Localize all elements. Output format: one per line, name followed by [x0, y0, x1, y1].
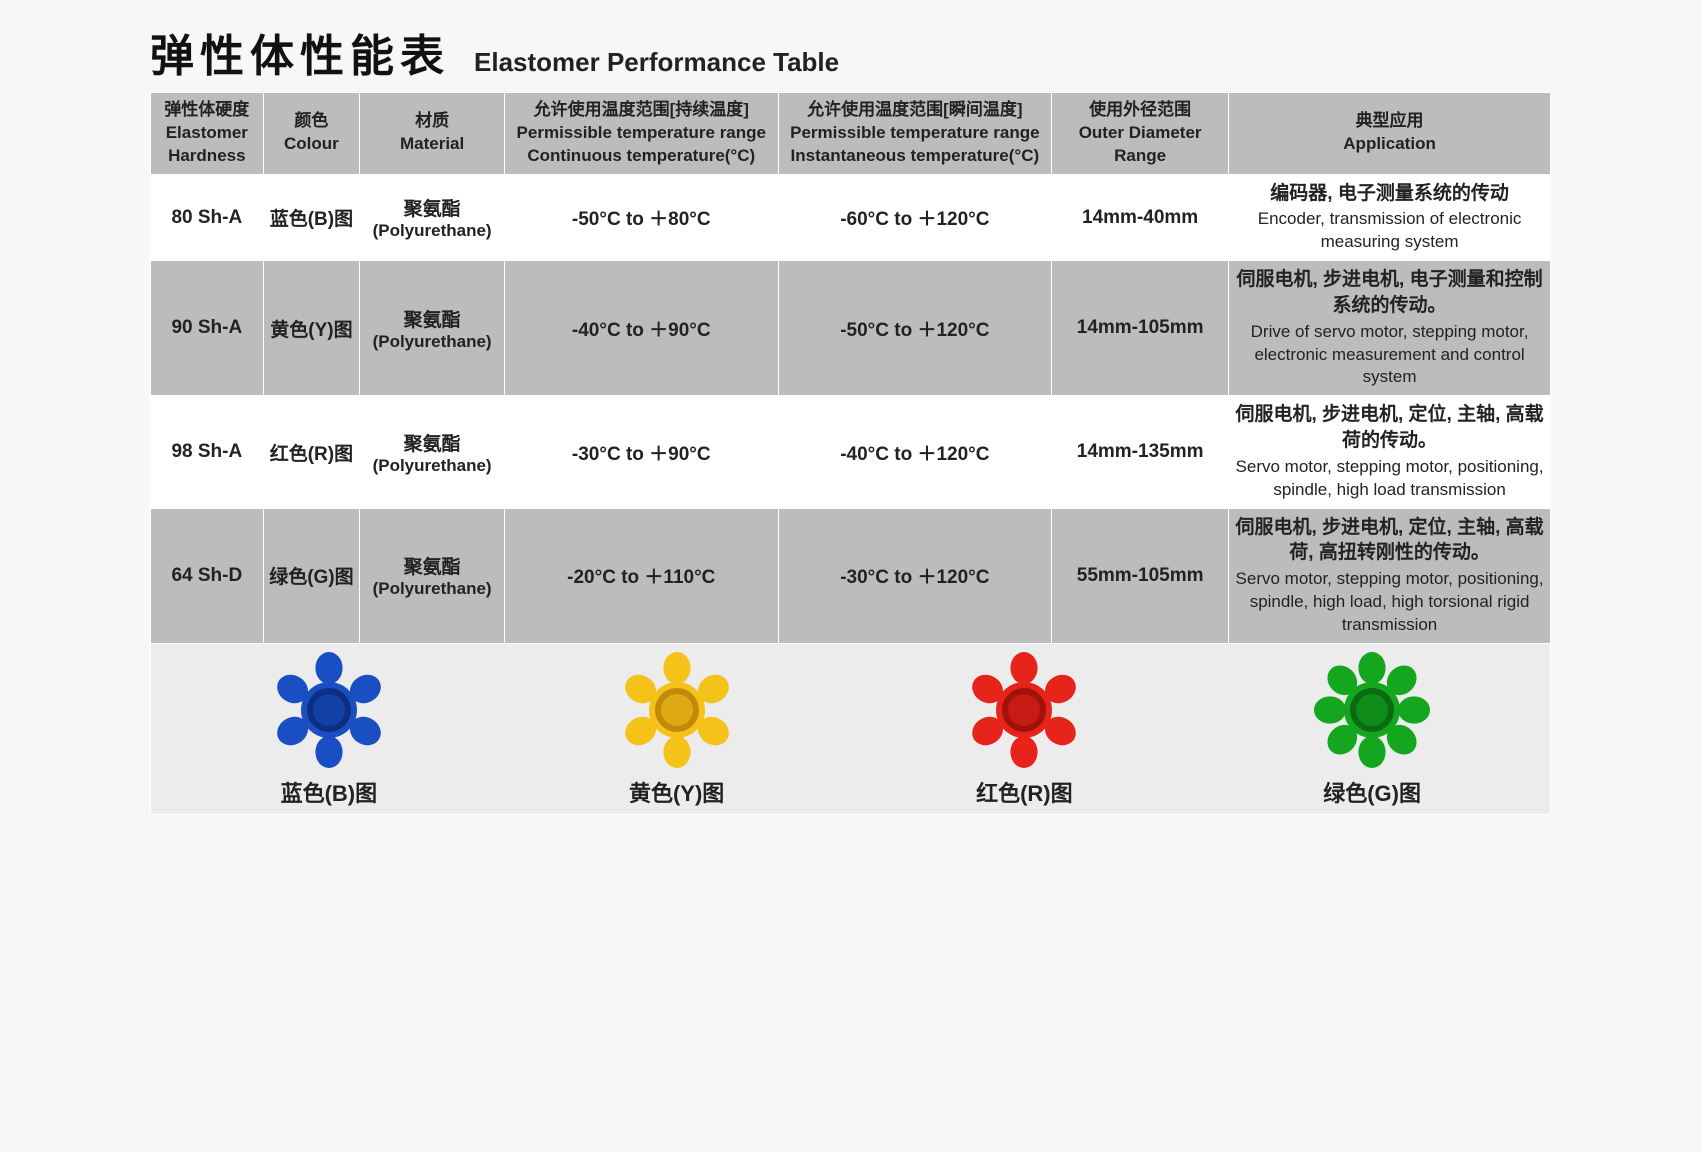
table-row: 80 Sh-A蓝色(B)图聚氨酯(Polyurethane)-50°C to ＋… [151, 174, 1551, 261]
legend-row: 蓝色(B)图 黄色(Y)图 红色(R)图 绿色(G)图 [151, 643, 1551, 814]
legend-item: 绿色(G)图 [1312, 650, 1432, 808]
legend-label: 黄色(Y)图 [629, 776, 724, 808]
col-colour: 颜色Colour [263, 93, 360, 175]
cell-hardness: 80 Sh-A [151, 174, 264, 261]
cell-colour: 黄色(Y)图 [263, 261, 360, 396]
col-application: 典型应用Application [1229, 93, 1551, 175]
title-cn: 弹性体性能表 [150, 20, 450, 84]
table-row: 98 Sh-A红色(R)图聚氨酯(Polyurethane)-30°C to ＋… [151, 396, 1551, 508]
col-temp-inst: 允许使用温度范围[瞬间温度]Permissible temperature ra… [778, 93, 1052, 175]
cell-material: 聚氨酯(Polyurethane) [360, 261, 505, 396]
cell-colour: 蓝色(B)图 [263, 174, 360, 261]
col-temp-cont: 允许使用温度范围[持续温度]Permissible temperature ra… [505, 93, 779, 175]
cell-temp-cont: -50°C to ＋80°C [505, 174, 779, 261]
performance-table: 弹性体硬度Elastomer Hardness 颜色Colour 材质Mater… [150, 92, 1551, 815]
spider-icon [964, 650, 1084, 770]
cell-application: 编码器, 电子测量系统的传动Encoder, transmission of e… [1229, 174, 1551, 261]
col-material: 材质Material [360, 93, 505, 175]
spider-icon [617, 650, 737, 770]
cell-temp-inst: -60°C to ＋120°C [778, 174, 1052, 261]
legend-item: 蓝色(B)图 [269, 650, 389, 808]
table-row: 90 Sh-A黄色(Y)图聚氨酯(Polyurethane)-40°C to ＋… [151, 261, 1551, 396]
title-en: Elastomer Performance Table [474, 47, 839, 78]
legend-label: 蓝色(B)图 [281, 776, 378, 808]
legend-item: 红色(R)图 [964, 650, 1084, 808]
legend-label: 绿色(G)图 [1323, 776, 1421, 808]
legend-label: 红色(R)图 [976, 776, 1073, 808]
cell-temp-inst: -50°C to ＋120°C [778, 261, 1052, 396]
table-row: 64 Sh-D绿色(G)图聚氨酯(Polyurethane)-20°C to ＋… [151, 508, 1551, 643]
cell-diameter: 14mm-40mm [1052, 174, 1229, 261]
cell-diameter: 14mm-135mm [1052, 396, 1229, 508]
cell-temp-cont: -20°C to ＋110°C [505, 508, 779, 643]
cell-material: 聚氨酯(Polyurethane) [360, 508, 505, 643]
cell-diameter: 14mm-105mm [1052, 261, 1229, 396]
cell-colour: 绿色(G)图 [263, 508, 360, 643]
cell-temp-cont: -40°C to ＋90°C [505, 261, 779, 396]
cell-temp-cont: -30°C to ＋90°C [505, 396, 779, 508]
cell-hardness: 98 Sh-A [151, 396, 264, 508]
table-body: 80 Sh-A蓝色(B)图聚氨酯(Polyurethane)-50°C to ＋… [151, 174, 1551, 814]
legend-item: 黄色(Y)图 [617, 650, 737, 808]
spider-icon [269, 650, 389, 770]
cell-application: 伺服电机, 步进电机, 定位, 主轴, 高载荷, 高扭转刚性的传动。Servo … [1229, 508, 1551, 643]
cell-hardness: 64 Sh-D [151, 508, 264, 643]
cell-temp-inst: -40°C to ＋120°C [778, 396, 1052, 508]
cell-hardness: 90 Sh-A [151, 261, 264, 396]
cell-application: 伺服电机, 步进电机, 电子测量和控制系统的传动。Drive of servo … [1229, 261, 1551, 396]
col-hardness: 弹性体硬度Elastomer Hardness [151, 93, 264, 175]
cell-application: 伺服电机, 步进电机, 定位, 主轴, 高载荷的传动。Servo motor, … [1229, 396, 1551, 508]
legend-cell: 蓝色(B)图 黄色(Y)图 红色(R)图 绿色(G)图 [151, 643, 1551, 814]
title-row: 弹性体性能表 Elastomer Performance Table [150, 20, 1551, 84]
page: 弹性体性能表 Elastomer Performance Table 弹性体硬度… [0, 0, 1701, 815]
cell-material: 聚氨酯(Polyurethane) [360, 396, 505, 508]
header-row: 弹性体硬度Elastomer Hardness 颜色Colour 材质Mater… [151, 93, 1551, 175]
cell-colour: 红色(R)图 [263, 396, 360, 508]
cell-material: 聚氨酯(Polyurethane) [360, 174, 505, 261]
col-diameter: 使用外径范围Outer Diameter Range [1052, 93, 1229, 175]
spider-icon [1312, 650, 1432, 770]
cell-temp-inst: -30°C to ＋120°C [778, 508, 1052, 643]
cell-diameter: 55mm-105mm [1052, 508, 1229, 643]
